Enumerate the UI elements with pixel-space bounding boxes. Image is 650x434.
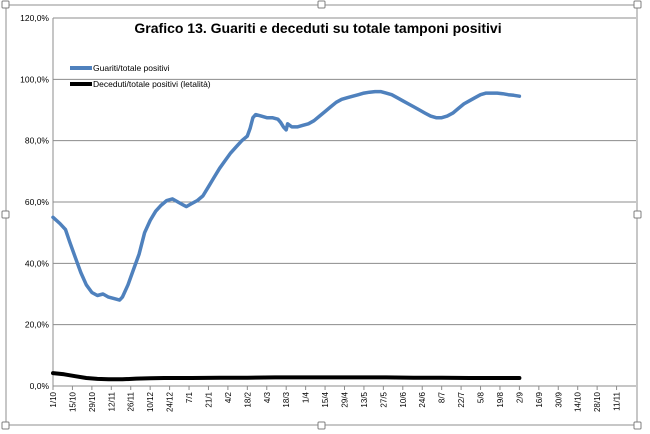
x-tick-label: 4/2: [224, 391, 233, 403]
x-tick-label: 22/7: [457, 391, 466, 407]
x-tick-label: 10/6: [399, 391, 408, 407]
y-tick-label: 0,0%: [30, 381, 50, 391]
handle-top-mid[interactable]: [317, 0, 326, 9]
y-tick-label: 80,0%: [25, 136, 50, 146]
x-tick-label: 18/3: [282, 391, 291, 407]
x-tick-label: 30/9: [554, 391, 563, 407]
handle-mid-right[interactable]: [633, 210, 642, 219]
handle-bottom-right[interactable]: [633, 421, 642, 430]
x-tick-label: 1/10: [49, 391, 58, 407]
x-tick-label: 28/10: [593, 391, 602, 412]
x-tick-label: 7/1: [185, 391, 194, 403]
x-tick-label: 16/9: [535, 391, 544, 407]
x-tick-label: 10/12: [146, 391, 155, 412]
x-axis: 1/10 15/10 29/10 12/11 26/11 10/12 24/12 7/1 21/…: [49, 386, 622, 412]
x-tick-label: 24/6: [418, 391, 427, 407]
y-tick-label: 100,0%: [20, 74, 49, 84]
x-tick-label: 15/4: [321, 391, 330, 407]
handle-top-left[interactable]: [1, 0, 10, 9]
x-tick-label: 1/4: [302, 391, 311, 403]
y-tick-label: 20,0%: [25, 320, 50, 330]
x-tick-label: 4/3: [263, 391, 272, 403]
x-tick-label: 14/10: [574, 391, 583, 412]
selection-handles[interactable]: [1, 0, 642, 430]
handle-bottom-left[interactable]: [1, 421, 10, 430]
x-tick-label: 12/11: [107, 391, 116, 411]
legend: Guariti/totale positivi Deceduti/totale …: [70, 63, 211, 89]
series-line-deceduti: [51, 371, 522, 382]
x-tick-label: 13/5: [360, 391, 369, 407]
legend-label-deceduti: Deceduti/totale positivi (letalità): [93, 79, 211, 89]
y-tick-label: 120,0%: [20, 13, 49, 23]
y-axis: 0,0% 20,0% 40,0% 60,0% 80,0% 100,0% 120,0%: [20, 13, 54, 391]
x-tick-label: 29/10: [88, 391, 97, 412]
handle-bottom-mid[interactable]: [317, 421, 326, 430]
series-layer: [51, 89, 522, 382]
y-tick-label: 60,0%: [25, 197, 50, 207]
x-tick-label: 5/8: [477, 391, 486, 403]
legend-label-guariti: Guariti/totale positivi: [93, 63, 170, 73]
x-tick-label: 2/9: [515, 391, 524, 403]
x-tick-label: 19/8: [496, 391, 505, 407]
x-tick-label: 18/2: [243, 391, 252, 407]
y-tick-label: 40,0%: [25, 258, 50, 268]
handle-top-right[interactable]: [633, 0, 642, 9]
series-line-guariti: [51, 89, 522, 302]
x-tick-label: 21/1: [204, 391, 213, 407]
handle-mid-left[interactable]: [1, 210, 10, 219]
chart-border: [5, 4, 638, 426]
x-tick-label: 24/12: [166, 391, 175, 412]
x-tick-label: 29/4: [341, 391, 350, 407]
chart-title: Grafico 13. Guariti e deceduti su totale…: [134, 20, 501, 36]
x-tick-label: 8/7: [438, 391, 447, 403]
x-tick-label: 15/10: [68, 391, 77, 412]
x-tick-label: 11/11: [613, 391, 622, 410]
x-tick-label: 27/5: [379, 391, 388, 407]
x-tick-label: 26/11: [127, 391, 136, 411]
